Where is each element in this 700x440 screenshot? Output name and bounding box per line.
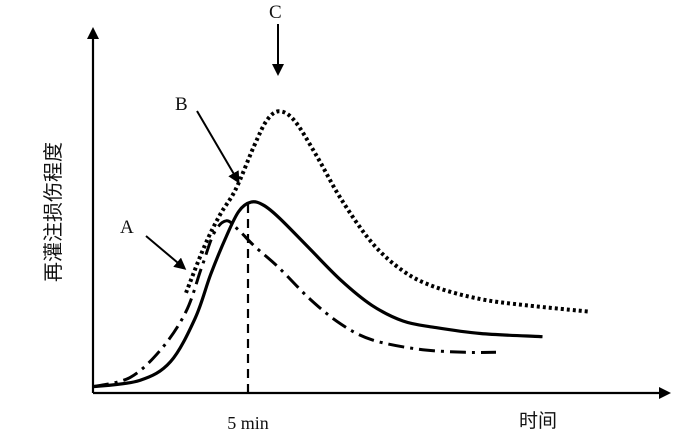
series-b-label: B (175, 94, 188, 115)
series-c-label: C (269, 2, 282, 23)
y-axis-label: 再灌注损伤程度 (41, 142, 65, 282)
x-tick-label: 5 min (227, 413, 269, 433)
series-b-curve (92, 200, 543, 389)
x-axis-label: 时间 (519, 410, 557, 432)
series-a-curve (92, 219, 497, 389)
series-a-arrow (145, 235, 187, 270)
series-c-curve (184, 109, 590, 314)
series-a-label: A (120, 217, 134, 238)
series-b-arrow (196, 110, 240, 184)
